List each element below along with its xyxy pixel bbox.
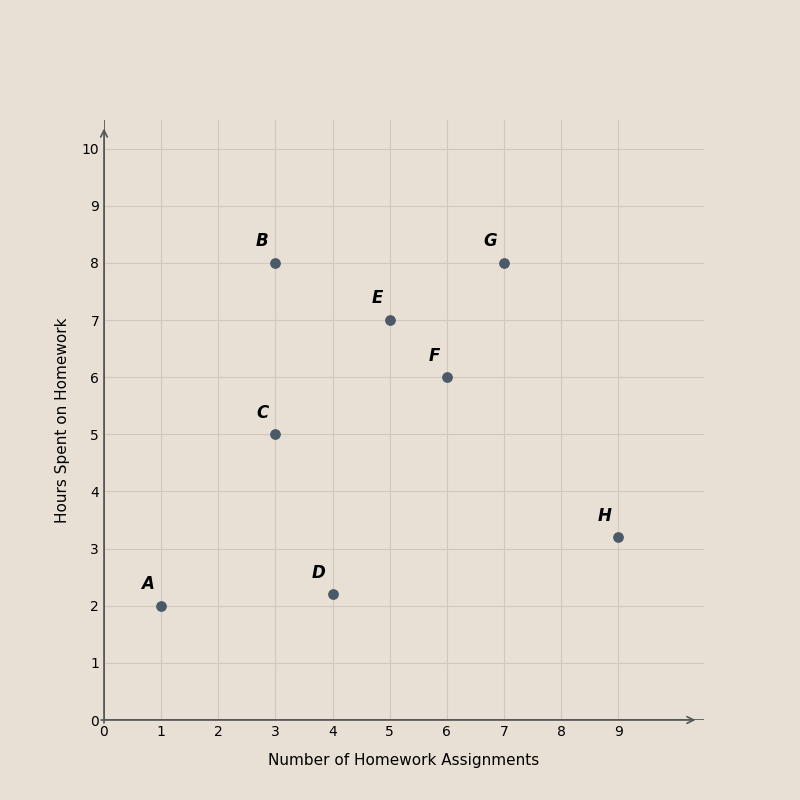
- Point: [498, 257, 510, 270]
- Text: H: H: [598, 506, 611, 525]
- X-axis label: Number of Homework Assignments: Number of Homework Assignments: [268, 753, 540, 768]
- Text: B: B: [256, 232, 269, 250]
- Point: [269, 257, 282, 270]
- Text: G: G: [483, 232, 497, 250]
- Point: [383, 314, 396, 326]
- Point: [326, 588, 339, 601]
- Y-axis label: Hours Spent on Homework: Hours Spent on Homework: [55, 318, 70, 522]
- Text: F: F: [429, 346, 440, 365]
- Text: D: D: [312, 564, 326, 582]
- Point: [612, 530, 625, 543]
- Text: C: C: [256, 404, 269, 422]
- Point: [269, 428, 282, 441]
- Point: [441, 370, 454, 383]
- Text: E: E: [371, 290, 383, 307]
- Text: A: A: [142, 575, 154, 593]
- Point: [154, 599, 167, 612]
